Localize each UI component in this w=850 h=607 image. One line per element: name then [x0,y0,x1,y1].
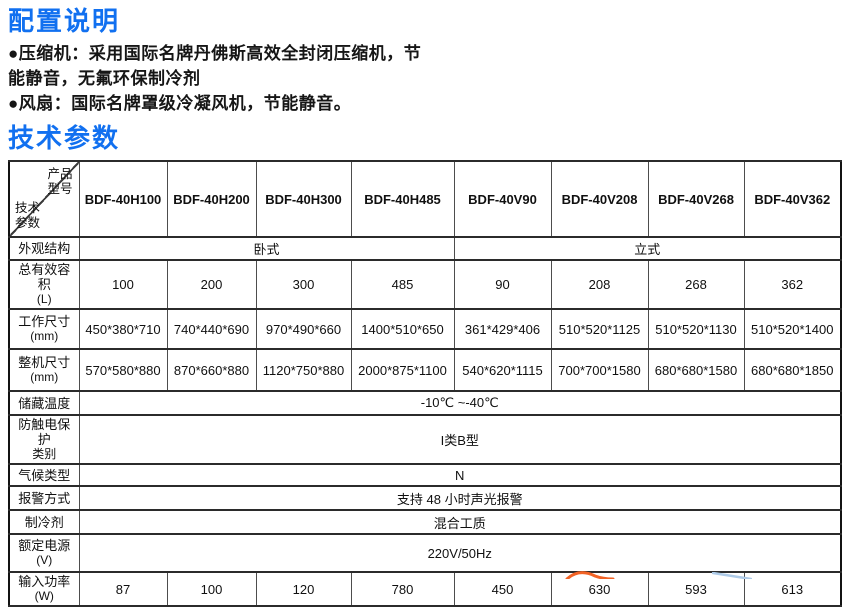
row-structure: 外观结构 卧式 立式 [8,236,842,261]
row-label-power-supply: 额定电源 (V) [8,533,80,573]
row-alarm: 报警方式 支持 48 小时声光报警 [8,485,842,511]
overall-size-value: 700*700*1580 [550,348,649,392]
volume-value: 200 [166,259,257,310]
model-header: BDF-40V362 [743,160,842,238]
refrigerant-value: 混合工质 [78,509,842,535]
row-refrigerant: 制冷剂 混合工质 [8,509,842,535]
work-size-value: 510*520*1400 [743,308,842,350]
structure-vertical-value: 立式 [453,236,842,261]
work-size-value: 450*380*710 [78,308,168,350]
corner-product-label: 产品 型号 [47,167,73,196]
structure-horizontal-value: 卧式 [78,236,455,261]
input-power-value: 593 [647,571,745,607]
row-storage-temp: 储藏温度 -10℃ ~-40℃ [8,390,842,416]
work-size-value: 510*520*1130 [647,308,745,350]
volume-value: 300 [255,259,352,310]
page: { "colors": { "accent_blue": "#1170f0", … [8,6,842,607]
work-size-value: 740*440*690 [166,308,257,350]
volume-value: 100 [78,259,168,310]
volume-value: 362 [743,259,842,310]
row-label-volume: 总有效容积 (L) [8,259,80,310]
row-label-work-size: 工作尺寸 (mm) [8,308,80,350]
row-power-supply: 额定电源 (V) 220V/50Hz [8,533,842,573]
corner-header-cell: 产品 型号 技术 参数 [8,160,80,238]
row-label-refrigerant: 制冷剂 [8,509,80,535]
row-volume: 总有效容积 (L) 100 200 300 485 90 208 268 362 [8,259,842,310]
row-label-structure: 外观结构 [8,236,80,261]
input-power-value: 450 [453,571,552,607]
model-header: BDF-40H200 [166,160,257,238]
config-description: ●压缩机：采用国际名牌丹佛斯高效全封闭压缩机，节 能静音，无氟环保制冷剂 ●风扇… [8,41,421,116]
climate-value: N [78,463,842,487]
header-row: 产品 型号 技术 参数 BDF-40H100 BDF-40H200 BDF-40… [8,160,842,238]
model-header: BDF-40H300 [255,160,352,238]
input-power-value: 100 [166,571,257,607]
work-size-value: 1400*510*650 [350,308,455,350]
power-supply-value: 220V/50Hz [78,533,842,573]
row-label-input-power: 输入功率 (W) [8,571,80,607]
config-section-title: 配置说明 [8,6,121,36]
model-header: BDF-40H485 [350,160,455,238]
spec-table: 产品 型号 技术 参数 BDF-40H100 BDF-40H200 BDF-40… [8,160,842,607]
corner-tech-label: 技术 参数 [15,201,41,230]
shock-class-value: I类B型 [78,414,842,465]
volume-value: 485 [350,259,455,310]
row-climate: 气候类型 N [8,463,842,487]
overall-size-value: 680*680*1580 [647,348,745,392]
overall-size-value: 540*620*1115 [453,348,552,392]
model-header: BDF-40V208 [550,160,649,238]
overall-size-value: 2000*875*1100 [350,348,455,392]
volume-value: 208 [550,259,649,310]
alarm-value: 支持 48 小时声光报警 [78,485,842,511]
row-label-alarm: 报警方式 [8,485,80,511]
overall-size-value: 570*580*880 [78,348,168,392]
row-label-shock-class: 防触电保护 类别 [8,414,80,465]
input-power-value: 630 [550,571,649,607]
row-work-size: 工作尺寸 (mm) 450*380*710 740*440*690 970*49… [8,308,842,350]
row-overall-size: 整机尺寸 (mm) 570*580*880 870*660*880 1120*7… [8,348,842,392]
model-header: BDF-40V268 [647,160,745,238]
storage-temp-value: -10℃ ~-40℃ [78,390,842,416]
volume-value: 268 [647,259,745,310]
row-shock-class: 防触电保护 类别 I类B型 [8,414,842,465]
corner-diagonal-line [10,163,78,235]
row-label-overall-size: 整机尺寸 (mm) [8,348,80,392]
volume-value: 90 [453,259,552,310]
overall-size-value: 870*660*880 [166,348,257,392]
overall-size-value: 680*680*1850 [743,348,842,392]
row-label-storage-temp: 储藏温度 [8,390,80,416]
work-size-value: 970*490*660 [255,308,352,350]
input-power-value: 120 [255,571,352,607]
work-size-value: 361*429*406 [453,308,552,350]
overall-size-value: 1120*750*880 [255,348,352,392]
bullet-line-compressor-cont: 能静音，无氟环保制冷剂 [8,69,201,88]
tech-section-title: 技术参数 [8,123,121,153]
row-input-power: 输入功率 (W) 87 100 120 780 450 630 593 613 [8,571,842,607]
bullet-line-fan: ●风扇：国际名牌罩级冷凝风机，节能静音。 [8,94,352,113]
model-header: BDF-40V90 [453,160,552,238]
row-label-climate: 气候类型 [8,463,80,487]
bullet-line-compressor: ●压缩机：采用国际名牌丹佛斯高效全封闭压缩机，节 [8,44,422,63]
input-power-value: 780 [350,571,455,607]
input-power-value: 87 [78,571,168,607]
model-header: BDF-40H100 [78,160,168,238]
work-size-value: 510*520*1125 [550,308,649,350]
input-power-value: 613 [743,571,842,607]
